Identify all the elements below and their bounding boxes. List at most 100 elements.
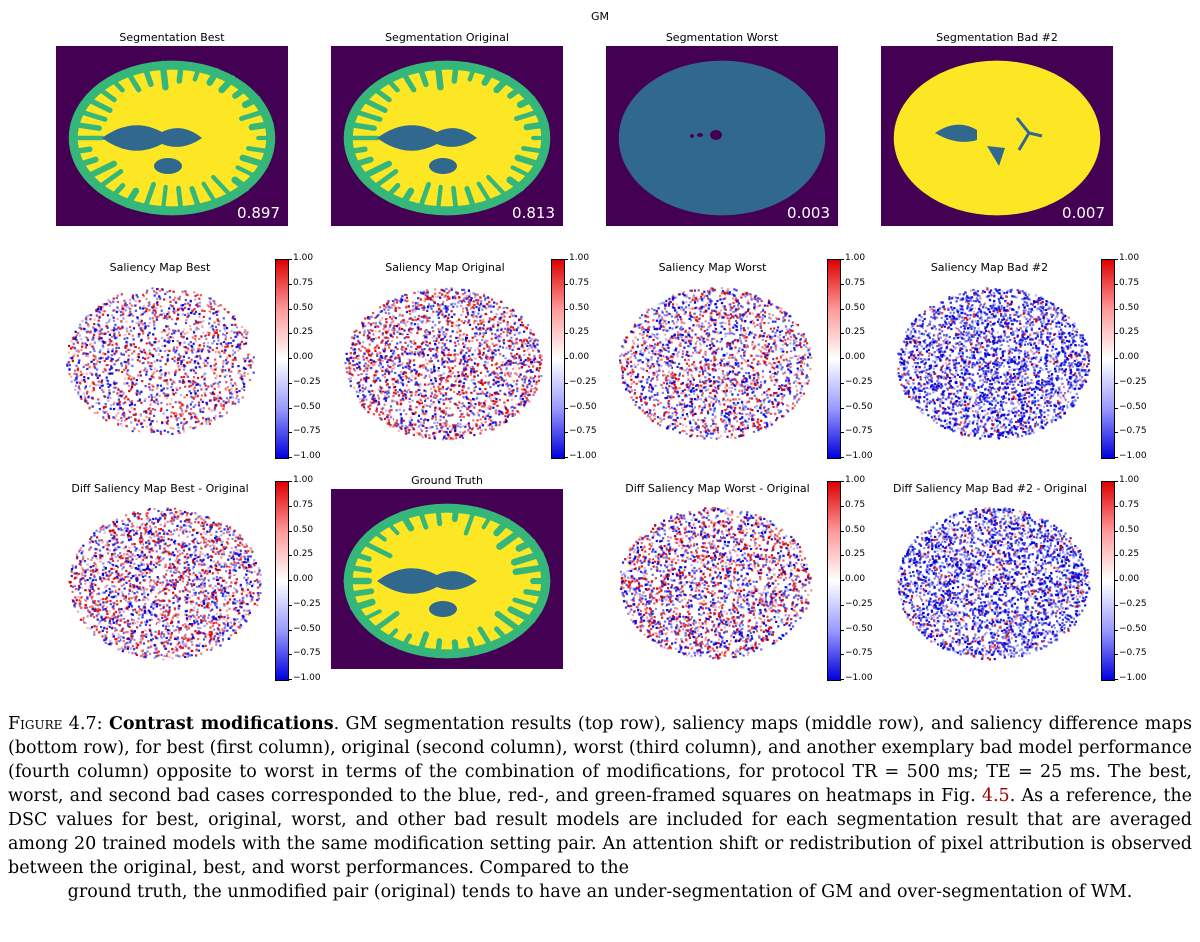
colorbar-tick-label: 1.00 bbox=[1113, 253, 1140, 263]
colorbar-tick-label: −0.50 bbox=[840, 401, 873, 412]
saliency-original-colorbar bbox=[551, 259, 565, 459]
saliency-bad2-colorbar bbox=[1101, 259, 1115, 459]
colorbar-tick-label: −0.75 bbox=[1114, 426, 1147, 437]
saliency-worst-colorbar bbox=[827, 259, 841, 459]
caption-label: Figure 4.7: bbox=[8, 714, 103, 734]
saliency-original-image bbox=[344, 287, 543, 441]
colorbar-tick-label: 0.00 bbox=[563, 352, 590, 362]
colorbar-tick-label: −0.50 bbox=[564, 401, 597, 412]
diff-best-original-image bbox=[68, 507, 262, 661]
figure-caption: Figure 4.7: Contrast modifications. GM s… bbox=[8, 712, 1192, 904]
diff-worst-original-colorbar bbox=[827, 481, 841, 681]
diff-bad2-original-colorbar bbox=[1101, 481, 1115, 681]
saliency-worst-image bbox=[619, 287, 813, 440]
saliency-best-image bbox=[66, 287, 255, 435]
colorbar-tick-label: −1.00 bbox=[840, 673, 873, 683]
colorbar-tick-label: 0.50 bbox=[1113, 524, 1140, 535]
colorbar-tick-label: 1.00 bbox=[287, 475, 314, 485]
colorbar-tick-label: 0.50 bbox=[287, 524, 314, 535]
colorbar-tick-label: 1.00 bbox=[1113, 475, 1140, 485]
colorbar-tick-label: 0.75 bbox=[563, 277, 590, 288]
figure-title: GM bbox=[590, 10, 609, 23]
colorbar-tick-label: 0.00 bbox=[839, 352, 866, 362]
colorbar-tick-label: 0.00 bbox=[287, 352, 314, 362]
caption-text-part1: . GM segmentation results (top row), sal… bbox=[8, 714, 1192, 806]
colorbar-tick-label: 0.25 bbox=[287, 327, 314, 338]
colorbar-tick-label: 0.00 bbox=[1113, 352, 1140, 362]
colorbar-tick-label: −1.00 bbox=[1114, 451, 1147, 461]
saliency-best-title: Saliency Map Best bbox=[109, 261, 211, 274]
colorbar-tick-label: 1.00 bbox=[839, 475, 866, 485]
colorbar-tick-label: 0.25 bbox=[563, 327, 590, 338]
diff-bad2-original-image bbox=[896, 507, 1091, 661]
colorbar-tick-label: −0.25 bbox=[840, 376, 873, 387]
colorbar-tick-label: 1.00 bbox=[839, 253, 866, 263]
colorbar-tick-label: −0.25 bbox=[288, 376, 321, 387]
colorbar-tick-label: −1.00 bbox=[564, 451, 597, 461]
colorbar-tick-label: −0.50 bbox=[288, 401, 321, 412]
colorbar-tick-label: −0.75 bbox=[288, 648, 321, 659]
segmentation-best-title: Segmentation Best bbox=[119, 31, 225, 44]
ground-truth-title: Ground Truth bbox=[411, 474, 483, 487]
colorbar-tick-label: 0.75 bbox=[1113, 277, 1140, 288]
colorbar-tick-label: −0.75 bbox=[564, 426, 597, 437]
colorbar-tick-label: −0.25 bbox=[564, 376, 597, 387]
colorbar-tick-label: −0.25 bbox=[1114, 598, 1147, 609]
colorbar-tick-label: −0.75 bbox=[840, 648, 873, 659]
colorbar-tick-label: −0.75 bbox=[288, 426, 321, 437]
colorbar-tick-label: 0.25 bbox=[287, 549, 314, 560]
segmentation-bad2-title: Segmentation Bad #2 bbox=[936, 31, 1058, 44]
caption-text-part2: . As a reference, the DSC values for bes… bbox=[8, 786, 1192, 878]
caption-bold-title: Contrast modifications bbox=[108, 714, 334, 734]
colorbar-tick-label: −0.25 bbox=[1114, 376, 1147, 387]
saliency-worst-title: Saliency Map Worst bbox=[658, 261, 767, 274]
segmentation-original-image bbox=[331, 46, 563, 226]
colorbar-tick-label: −0.25 bbox=[288, 598, 321, 609]
colorbar-tick-label: 0.00 bbox=[287, 574, 314, 584]
colorbar-tick-label: −0.50 bbox=[288, 623, 321, 634]
segmentation-worst-title: Segmentation Worst bbox=[665, 31, 779, 44]
colorbar-tick-label: 0.25 bbox=[1113, 327, 1140, 338]
colorbar-tick-label: 0.75 bbox=[839, 277, 866, 288]
colorbar-tick-label: 0.50 bbox=[839, 524, 866, 535]
saliency-bad2-title: Saliency Map Bad #2 bbox=[930, 261, 1049, 274]
saliency-best-colorbar bbox=[275, 259, 289, 459]
colorbar-tick-label: 0.75 bbox=[839, 499, 866, 510]
segmentation-original-dsc: 0.813 bbox=[512, 204, 555, 222]
colorbar-tick-label: 0.00 bbox=[839, 574, 866, 584]
ground-truth-image bbox=[331, 489, 563, 669]
segmentation-bad2-image bbox=[881, 46, 1113, 226]
segmentation-best-image bbox=[56, 46, 288, 226]
diff-best-original-title: Diff Saliency Map Best - Original bbox=[71, 482, 249, 495]
colorbar-tick-label: −1.00 bbox=[288, 673, 321, 683]
colorbar-tick-label: 0.25 bbox=[1113, 549, 1140, 560]
colorbar-tick-label: 0.75 bbox=[1113, 499, 1140, 510]
colorbar-tick-label: −0.75 bbox=[840, 426, 873, 437]
colorbar-tick-label: −1.00 bbox=[840, 451, 873, 461]
segmentation-bad2-dsc: 0.007 bbox=[1062, 204, 1105, 222]
saliency-bad2-image bbox=[897, 287, 1091, 440]
colorbar-tick-label: −0.50 bbox=[840, 623, 873, 634]
colorbar-tick-label: −0.50 bbox=[1114, 401, 1147, 412]
segmentation-original-title: Segmentation Original bbox=[385, 31, 509, 44]
segmentation-worst-image bbox=[606, 46, 838, 226]
diff-bad2-original-title: Diff Saliency Map Bad #2 - Original bbox=[893, 482, 1087, 495]
segmentation-best-dsc: 0.897 bbox=[237, 204, 280, 222]
colorbar-tick-label: 1.00 bbox=[563, 253, 590, 263]
colorbar-tick-label: −0.75 bbox=[1114, 648, 1147, 659]
figure-reference-link[interactable]: 4.5 bbox=[981, 786, 1010, 806]
colorbar-tick-label: 0.50 bbox=[839, 302, 866, 313]
colorbar-tick-label: 1.00 bbox=[287, 253, 314, 263]
colorbar-tick-label: 0.75 bbox=[287, 499, 314, 510]
colorbar-tick-label: −1.00 bbox=[288, 451, 321, 461]
diff-worst-original-title: Diff Saliency Map Worst - Original bbox=[625, 482, 810, 495]
colorbar-tick-label: −1.00 bbox=[1114, 673, 1147, 683]
colorbar-tick-label: 0.50 bbox=[1113, 302, 1140, 313]
colorbar-tick-label: 0.25 bbox=[839, 549, 866, 560]
colorbar-tick-label: 0.50 bbox=[563, 302, 590, 313]
diff-best-original-colorbar bbox=[275, 481, 289, 681]
colorbar-tick-label: 0.00 bbox=[1113, 574, 1140, 584]
colorbar-tick-label: −0.25 bbox=[840, 598, 873, 609]
colorbar-tick-label: −0.50 bbox=[1114, 623, 1147, 634]
segmentation-worst-dsc: 0.003 bbox=[787, 204, 830, 222]
